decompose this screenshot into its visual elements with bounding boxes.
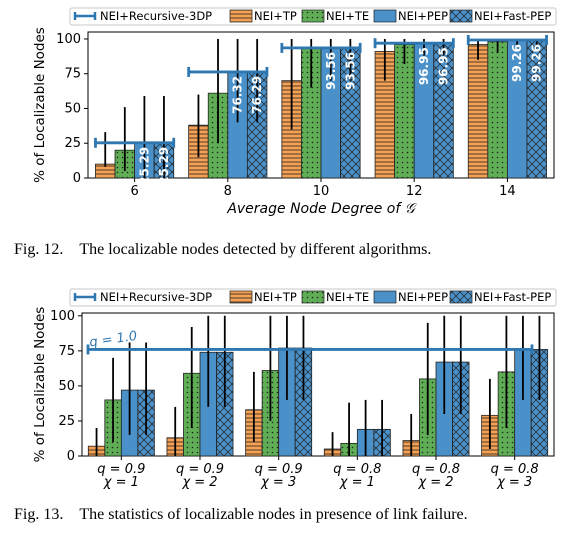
data-label: 25.29: [137, 147, 151, 185]
y-axis-label: % of Localizable Nodes: [32, 27, 48, 183]
legend-swatch-tp: [229, 290, 253, 304]
legend-label: NEI+TE: [326, 9, 369, 23]
x-tick-label: 10: [313, 184, 330, 199]
y-tick-label: 0: [73, 171, 81, 186]
figure-13-label: Fig. 13.: [14, 506, 64, 523]
y-tick-label: 25: [58, 414, 75, 429]
y-tick-label: 75: [64, 67, 81, 82]
figure-13-text: The statistics of localizable nodes in p…: [79, 506, 468, 523]
x-tick-label: χ = 2: [417, 475, 453, 490]
data-label: 76.32: [231, 76, 245, 114]
legend-swatch-te: [301, 290, 325, 304]
x-tick-label: χ = 1: [103, 475, 139, 490]
legend-swatch-fastpep: [449, 290, 473, 304]
legend-label: NEI+TP: [254, 290, 297, 304]
data-label: 93.56: [343, 52, 357, 90]
legend-label: NEI+TE: [326, 290, 369, 304]
y-tick-label: 100: [56, 32, 81, 47]
bar: [487, 41, 508, 179]
figure-12-text: The localizable nodes detected by differ…: [79, 241, 432, 258]
x-tick-label: q = 0.9: [97, 462, 145, 477]
x-tick-label: q = 0.8: [412, 462, 460, 477]
legend-label: NEI+TP: [254, 9, 297, 23]
legend-label: NEI+PEP: [398, 290, 448, 304]
x-tick-label: q = 0.9: [176, 462, 224, 477]
legend-swatch-pep: [373, 290, 397, 304]
legend-swatch-fastpep: [449, 9, 473, 23]
x-tick-label: 6: [130, 184, 138, 199]
plot-frame: [81, 312, 555, 457]
x-tick-label: q = 0.8: [491, 462, 539, 477]
legend-swatch-pep: [373, 9, 397, 23]
y-axis-label: % of Localizable Nodes: [32, 307, 48, 463]
x-tick-label: q = 0.8: [333, 462, 381, 477]
x-tick-label: χ = 3: [496, 475, 532, 490]
y-tick-label: 100: [50, 309, 75, 324]
data-label: 96.95: [417, 47, 431, 85]
data-label: 96.95: [437, 47, 451, 85]
x-axis-label: Average Node Degree of 𝒢: [226, 201, 416, 217]
legend-swatch-tp: [229, 9, 253, 23]
x-tick-label: q = 0.9: [255, 462, 303, 477]
y-tick-label: 75: [58, 344, 75, 359]
chart-localizable-nodes-by-degree: 0 25 50 75 100 % of Localizable Nodes 6 8 10 12 14…: [32, 7, 557, 217]
data-label: 25.29: [157, 147, 171, 185]
x-tick-label: χ = 3: [260, 475, 296, 490]
x-tick-label: χ = 2: [181, 475, 217, 490]
data-label: 99.26: [530, 44, 544, 82]
bar: [467, 44, 489, 179]
legend: NEI+Recursive-3DP NEI+TP NEI+TE NEI+PEP NEI+…: [69, 7, 557, 26]
y-tick-label: 0: [67, 449, 75, 464]
y-tick-label: 25: [64, 136, 81, 151]
legend-label: NEI+Fast-PEP: [474, 290, 551, 304]
y-tick-label: 50: [64, 101, 81, 116]
data-label: 99.26: [510, 44, 524, 82]
x-tick-label: χ = 1: [339, 475, 375, 490]
bar: [394, 44, 415, 179]
figure-12-caption: Fig. 12. The localizable nodes detected b…: [14, 241, 431, 259]
figure-13-caption: Fig. 13. The statistics of localizable no…: [14, 506, 468, 524]
legend-label: NEI+Recursive-3DP: [100, 290, 212, 304]
figure-12-label: Fig. 12.: [14, 241, 64, 258]
legend-label: NEI+PEP: [398, 9, 448, 23]
legend-swatch-te: [301, 9, 325, 23]
x-tick-label: 8: [224, 184, 232, 199]
y-tick-label: 50: [58, 379, 75, 394]
q-annotation: q = 1.0: [88, 329, 138, 351]
data-label: 76.29: [250, 76, 264, 114]
legend: NEI+Recursive-3DP NEI+TP NEI+TE NEI+PEP NEI+…: [69, 288, 557, 307]
legend-label: NEI+Fast-PEP: [474, 9, 551, 23]
x-tick-label: 14: [499, 184, 516, 199]
x-tick-label: 12: [406, 184, 423, 199]
legend-label: NEI+Recursive-3DP: [100, 9, 212, 23]
data-label: 93.56: [324, 52, 338, 90]
